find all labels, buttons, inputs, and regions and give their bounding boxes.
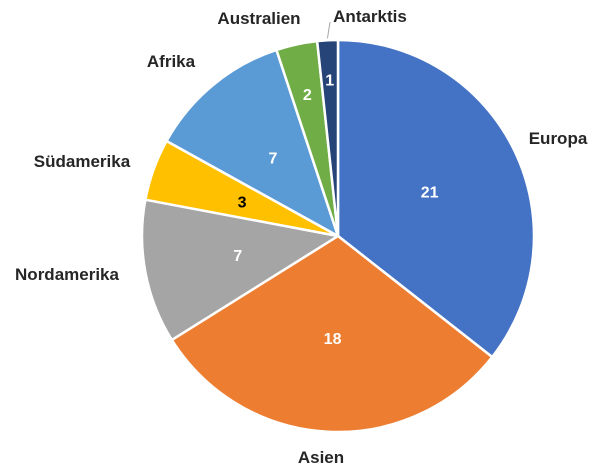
value-label-suedamerika: 3 xyxy=(238,194,247,211)
value-label-australien: 2 xyxy=(303,87,312,104)
pie-labels: 21 Europa 18 Asien 7 Nordamerika 3 Südamerika 7 A… xyxy=(15,7,588,467)
value-label-afrika: 7 xyxy=(268,151,277,168)
leader-line-antarktis xyxy=(326,21,331,39)
value-label-europa: 21 xyxy=(421,184,439,201)
category-label-australien: Australien xyxy=(217,9,300,28)
value-label-nordamerika: 7 xyxy=(233,248,242,265)
value-label-antarktis: 1 xyxy=(325,72,334,89)
category-label-suedamerika: Südamerika xyxy=(34,152,131,171)
pie-slice-asien xyxy=(170,234,494,434)
category-label-asien: Asien xyxy=(298,448,344,467)
pie-slice-nordamerika xyxy=(140,198,340,342)
category-label-europa: Europa xyxy=(529,129,588,148)
category-label-nordamerika: Nordamerika xyxy=(15,265,119,284)
pie-slice-antarktis xyxy=(315,38,340,238)
category-label-afrika: Afrika xyxy=(147,52,196,71)
pie-slice-afrika xyxy=(165,48,340,238)
pie-slices xyxy=(140,38,536,434)
pie-slice-europa xyxy=(336,38,536,359)
category-label-antarktis: Antarktis xyxy=(333,7,407,26)
value-label-asien: 18 xyxy=(324,331,342,348)
